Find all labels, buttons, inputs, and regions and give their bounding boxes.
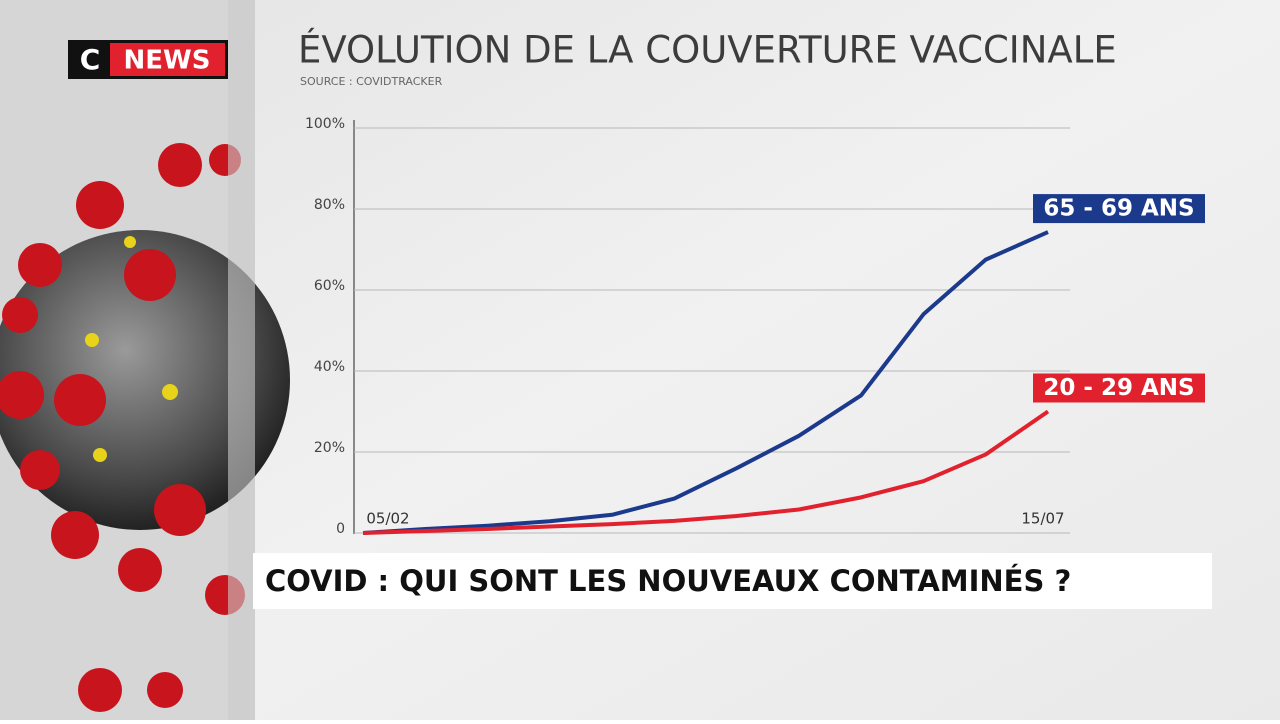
x-tick-label: 05/02 [366, 510, 409, 528]
logo-red [110, 43, 225, 76]
legend-box [1033, 194, 1205, 224]
series-line [362, 409, 1050, 535]
y-tick-label: 40% [314, 359, 345, 375]
banner-box [253, 553, 1212, 609]
legend-label: 65 - 69 ANS [1043, 196, 1194, 222]
divider [228, 0, 255, 720]
legend-box [1033, 373, 1205, 403]
banner-text: COVID : QUI SONT LES NOUVEAUX CONTAMINÉS… [265, 564, 1071, 598]
plot: 0 20% 40% 60% 80% 100% 05/02 15/07 65 - 69 ANS 20… [305, 116, 1205, 537]
logo: C NEWS [68, 40, 228, 79]
x-tick-label: 15/07 [1021, 510, 1064, 528]
chart-title: ÉVOLUTION DE LA COUVERTURE VACCINALE [298, 28, 1117, 72]
logo-letter: C [80, 43, 101, 76]
virus-illustration [0, 143, 290, 712]
y-tick-label: 100% [305, 116, 345, 132]
logo-name: NEWS [124, 46, 211, 76]
chart-subtitle: SOURCE : COVIDTRACKER [300, 75, 443, 88]
series-line [362, 230, 1049, 535]
y-tick-label: 0 [336, 521, 345, 537]
legend-label: 20 - 29 ANS [1043, 375, 1194, 401]
y-tick-label: 80% [314, 197, 345, 213]
y-tick-label: 20% [314, 440, 345, 456]
y-tick-label: 60% [314, 278, 345, 294]
